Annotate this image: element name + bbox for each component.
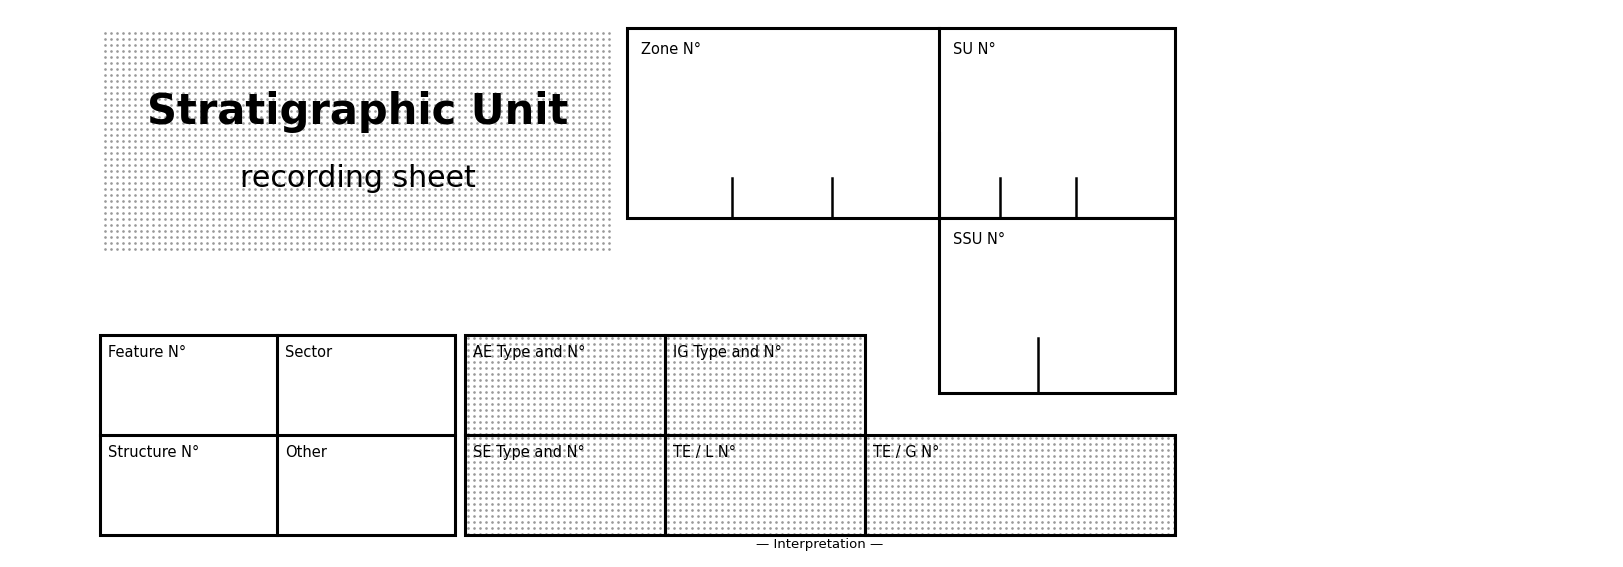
Text: Zone N°: Zone N°	[641, 42, 701, 57]
Bar	[464, 335, 664, 435]
Text: TE / G N°: TE / G N°	[873, 445, 938, 460]
Text: Feature N°: Feature N°	[109, 345, 187, 360]
Bar	[664, 335, 865, 435]
Bar	[101, 335, 454, 535]
Text: AE Type and N°: AE Type and N°	[472, 345, 584, 360]
Text: recording sheet: recording sheet	[240, 164, 476, 193]
Bar	[626, 28, 1175, 218]
Bar	[664, 435, 865, 535]
Text: TE / L N°: TE / L N°	[672, 445, 735, 460]
Text: SU N°: SU N°	[953, 42, 995, 57]
Bar	[865, 435, 1175, 535]
Bar	[938, 218, 1175, 393]
Text: Sector: Sector	[286, 345, 333, 360]
Text: — Interpretation —: — Interpretation —	[756, 538, 883, 551]
Text: Stratigraphic Unit: Stratigraphic Unit	[148, 91, 568, 133]
Text: Structure N°: Structure N°	[109, 445, 200, 460]
Text: Other: Other	[286, 445, 328, 460]
Text: IG Type and N°: IG Type and N°	[672, 345, 781, 360]
Bar	[464, 435, 664, 535]
Text: SE Type and N°: SE Type and N°	[472, 445, 584, 460]
Text: SSU N°: SSU N°	[953, 232, 1005, 247]
